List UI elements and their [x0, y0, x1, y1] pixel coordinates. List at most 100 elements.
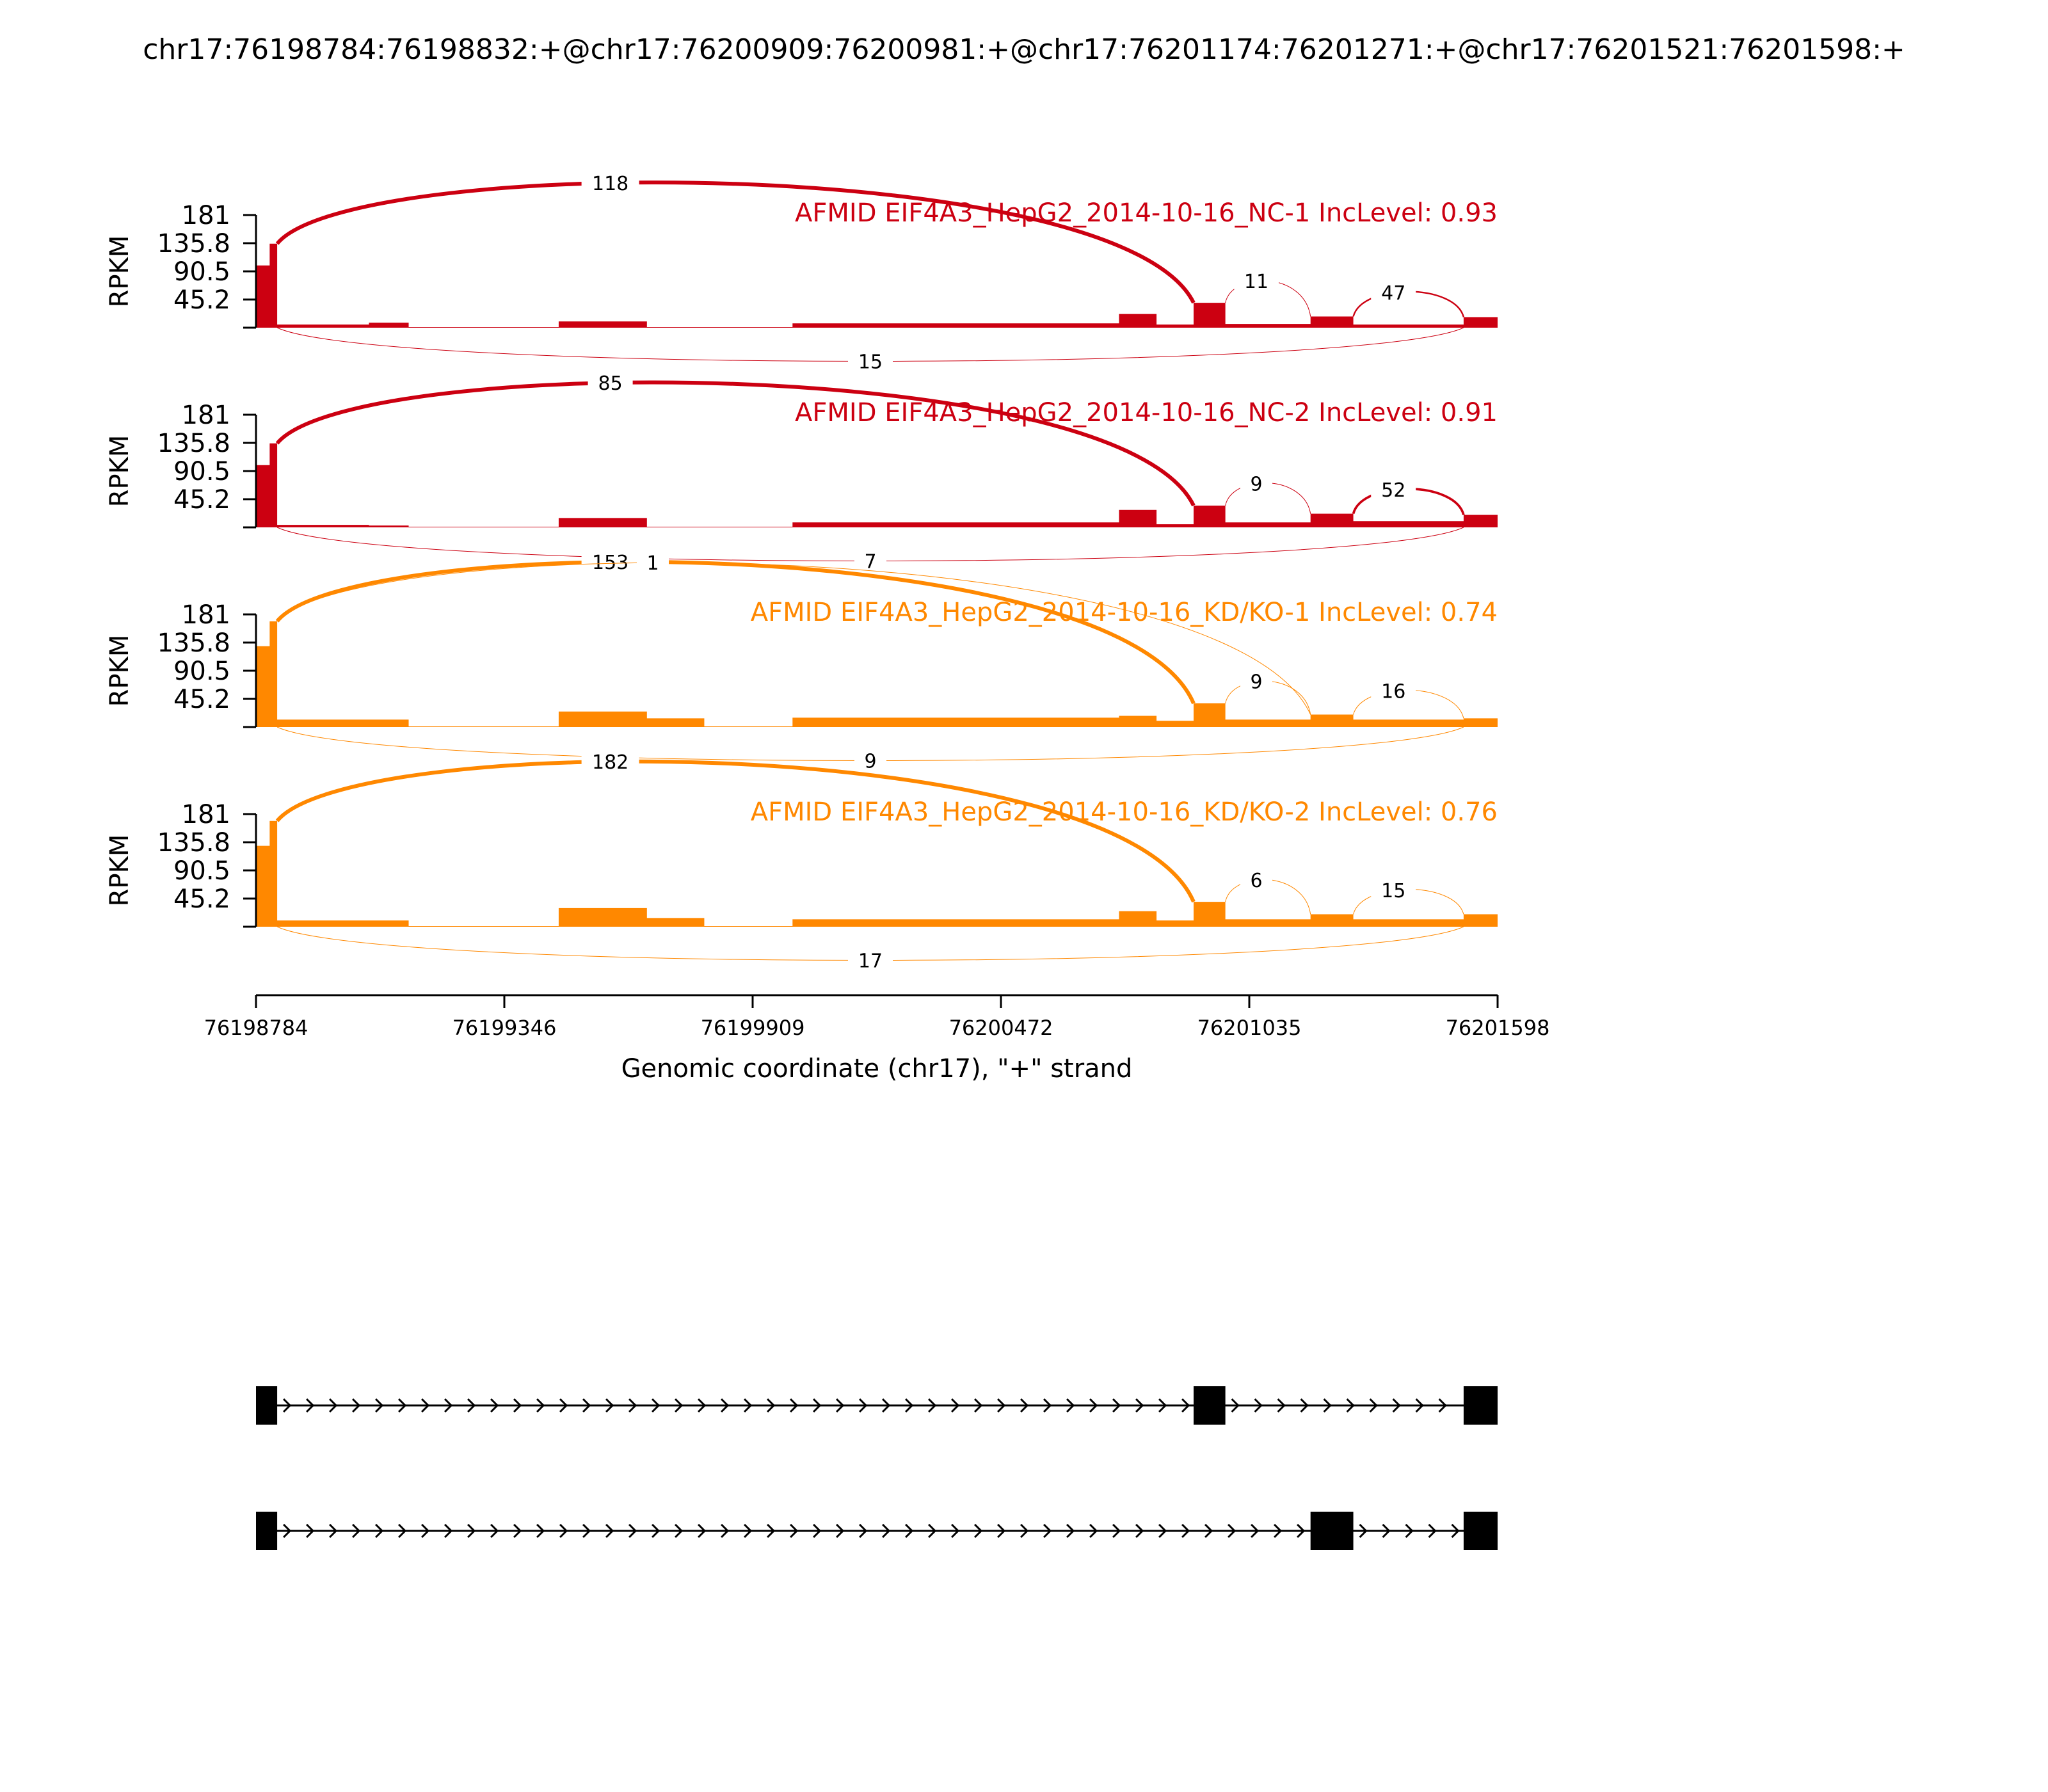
strand-arrow	[1112, 1523, 1121, 1539]
strand-arrow	[513, 1398, 522, 1413]
junction-count-label: 9	[1250, 671, 1262, 694]
panel-title: AFMID EIF4A3_HepG2_2014-10-16_NC-2 IncLe…	[795, 398, 1498, 428]
strand-arrow	[536, 1398, 545, 1413]
junction-count-label: 7	[864, 551, 876, 573]
x-tick-label: 76200472	[949, 1016, 1053, 1040]
strand-arrow	[628, 1398, 637, 1413]
strand-arrow	[283, 1523, 292, 1539]
strand-arrow	[1228, 1523, 1236, 1539]
figure-title: chr17:76198784:76198832:+@chr17:76200909…	[143, 33, 1905, 66]
y-tick-label: 135.8	[157, 828, 230, 858]
x-axis: 76198784 76199346 76199909 76200472 76201035…	[204, 994, 1549, 1040]
strand-arrow	[605, 1398, 614, 1413]
coverage-area	[256, 243, 1498, 328]
y-tick-label: 45.2	[173, 485, 230, 515]
junction-label-bg	[1234, 268, 1279, 294]
strand-arrow	[974, 1398, 983, 1413]
junction-label-bg	[1371, 280, 1416, 306]
strand-arrow	[1300, 1398, 1309, 1413]
strand-arrow	[329, 1523, 338, 1539]
strand-arrow	[1020, 1398, 1029, 1413]
strand-arrow	[1135, 1523, 1144, 1539]
strand-arrow	[859, 1398, 868, 1413]
strand-arrow	[352, 1523, 361, 1539]
y-tick-label: 181	[182, 201, 230, 230]
strand-arrow	[1415, 1398, 1424, 1413]
junction-label-bg	[1371, 678, 1416, 704]
strand-arrow	[1359, 1523, 1368, 1539]
junction-count-label: 9	[864, 751, 876, 773]
strand-arrow	[559, 1523, 568, 1539]
x-axis-label: Genomic coordinate (chr17), "+" strand	[621, 1054, 1133, 1084]
y-tick-label: 90.5	[173, 457, 230, 486]
junction-label-bg	[1240, 668, 1273, 694]
strand-arrow	[1181, 1523, 1190, 1539]
strand-arrow	[928, 1398, 937, 1413]
junction-arc	[275, 759, 1196, 903]
y-tick-label: 181	[182, 401, 230, 430]
junction-count-label: 16	[1381, 680, 1405, 703]
x-tick-label: 76198784	[204, 1016, 308, 1040]
y-tick-label: 181	[182, 800, 230, 829]
panel-title: AFMID EIF4A3_HepG2_2014-10-16_KD/KO-2 In…	[751, 797, 1498, 827]
exon-block	[1310, 1512, 1354, 1550]
junction-count-label: 15	[1381, 880, 1405, 902]
isoform-2	[256, 1512, 1498, 1550]
strand-arrow	[721, 1523, 730, 1539]
junction-label-bg	[848, 348, 893, 374]
junction-label-bg	[848, 947, 893, 973]
strand-arrow	[1043, 1523, 1052, 1539]
strand-arrow	[352, 1398, 361, 1413]
strand-arrow	[1251, 1523, 1260, 1539]
strand-arrow	[283, 1398, 292, 1413]
exon-block	[1463, 1512, 1498, 1550]
junction-count-label: 85	[598, 372, 623, 395]
y-tick-label: 45.2	[173, 685, 230, 714]
junction-arc	[275, 380, 1196, 507]
strand-arrow	[1274, 1523, 1283, 1539]
y-axis-label: RPKM	[105, 236, 134, 308]
coverage-area	[256, 443, 1498, 527]
strand-arrow	[836, 1398, 845, 1413]
junction-label-bg	[854, 548, 887, 574]
x-tick-label: 76199909	[701, 1016, 805, 1040]
y-tick-label: 90.5	[173, 257, 230, 287]
strand-arrow	[1204, 1523, 1213, 1539]
strand-arrow	[951, 1523, 960, 1539]
strand-arrow	[467, 1398, 476, 1413]
y-axis-label: RPKM	[105, 635, 134, 707]
strand-arrow	[1451, 1523, 1460, 1539]
strand-arrow	[582, 1398, 591, 1413]
strand-arrow	[1297, 1523, 1306, 1539]
strand-arrow	[306, 1523, 315, 1539]
strand-arrow	[421, 1523, 430, 1539]
strand-arrow	[767, 1398, 776, 1413]
strand-arrow	[1020, 1523, 1029, 1539]
junction-count-label: 1	[646, 552, 659, 575]
strand-arrow	[536, 1523, 545, 1539]
junction-label-bg	[581, 549, 639, 575]
strand-arrow	[513, 1523, 522, 1539]
junction-label-bg	[581, 170, 639, 196]
strand-arrow	[744, 1398, 753, 1413]
strand-arrow	[375, 1398, 384, 1413]
junction-label-bg	[588, 370, 633, 396]
y-tick-label: 90.5	[173, 657, 230, 686]
strand-arrow	[1369, 1398, 1378, 1413]
panel-title: AFMID EIF4A3_HepG2_2014-10-16_KD/KO-1 In…	[751, 598, 1498, 627]
junction-arc	[275, 559, 1196, 705]
strand-arrow	[882, 1523, 891, 1539]
y-tick-label: 135.8	[157, 628, 230, 658]
coverage-area	[256, 621, 1498, 727]
strand-arrow	[790, 1398, 799, 1413]
strand-arrow	[1135, 1398, 1144, 1413]
strand-arrow	[1066, 1523, 1075, 1539]
strand-arrow	[905, 1523, 914, 1539]
strand-arrow	[836, 1523, 845, 1539]
x-tick-label: 76199346	[452, 1016, 557, 1040]
exon-block	[1193, 1386, 1226, 1425]
